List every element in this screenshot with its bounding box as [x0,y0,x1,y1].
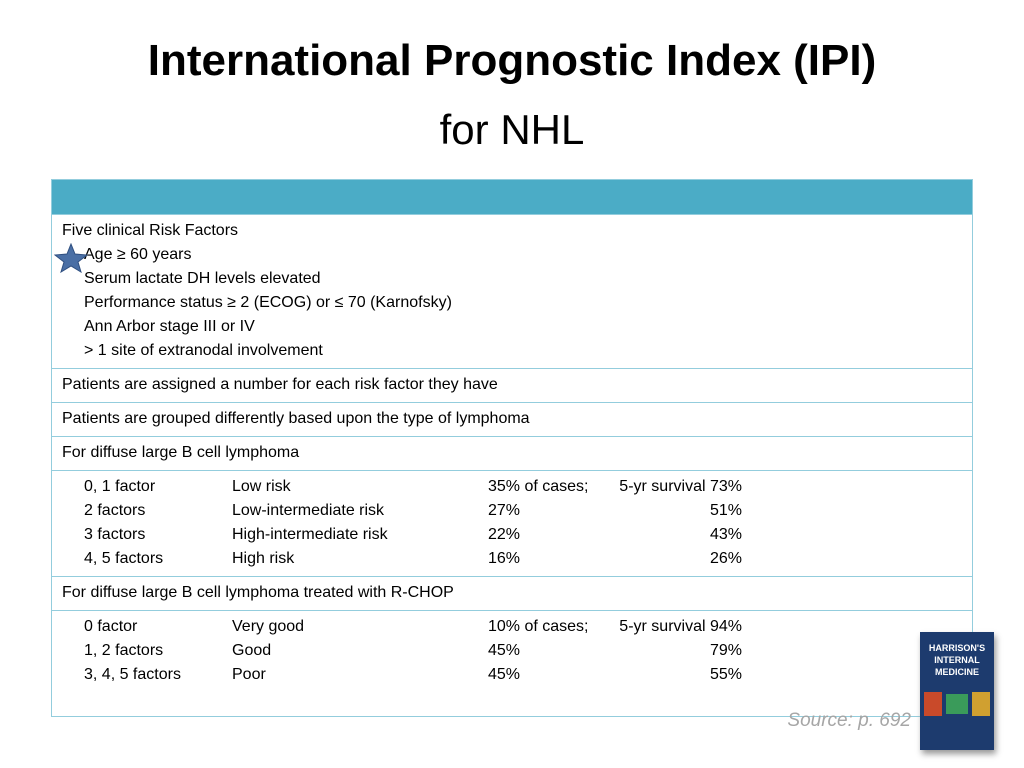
star-icon [54,243,88,273]
case-share: 16% [488,550,521,567]
risk-group: Very good [232,618,305,635]
risk-factor: Performance status ≥ 2 (ECOG) or ≤ 70 (K… [84,294,452,311]
case-share: 45% [488,666,521,683]
risk-group: Good [232,642,272,659]
book-cover: HARRISON'S INTERNAL MEDICINE [920,632,994,750]
source-note: Source: p. 692 [787,710,911,731]
risk-group: High risk [232,550,295,567]
row-heading: Five clinical Risk Factors [62,222,239,239]
survival: 26% [709,550,742,567]
table-row: Patients are assigned a number for each … [52,368,972,402]
factor-count: 0, 1 factor [84,478,156,495]
risk-factor: Ann Arbor stage III or IV [84,318,255,335]
table-header [52,180,972,214]
book-title-line: HARRISON'S [928,643,986,653]
survival: 79% [709,642,742,659]
case-share: 22% [488,526,521,543]
factor-count: 4, 5 factors [84,550,164,567]
survival: 43% [709,526,742,543]
risk-factor: Age ≥ 60 years [84,246,192,263]
row-heading: For diffuse large B cell lymphoma treate… [62,584,454,601]
case-share: 45% [488,642,521,659]
case-share: 10% of cases; [488,618,589,635]
risk-factor: > 1 site of extranodal involvement [84,342,323,359]
risk-group: Poor [232,666,266,683]
factor-count: 3 factors [84,526,146,543]
table-row: Patients are grouped differently based u… [52,402,972,436]
book-title-line: INTERNAL [934,655,980,665]
table-row: For diffuse large B cell lymphoma [52,436,972,470]
row-text: Patients are grouped differently based u… [62,410,530,427]
title: International Prognostic Index (IPI) [147,36,877,85]
case-share: 27% [488,502,521,519]
factor-count: 3, 4, 5 factors [84,666,181,683]
factor-count: 1, 2 factors [84,642,164,659]
survival: 5-yr survival 73% [619,478,742,495]
table: Five clinical Risk Factors Age ≥ 60 years… [51,179,973,717]
subtitle: for NHL [439,106,585,153]
case-share: 35% of cases; [488,478,589,495]
book-title-line: MEDICINE [934,667,979,677]
table-row: For diffuse large B cell lymphoma treate… [52,576,972,610]
risk-group: Low risk [232,478,291,495]
table-row: 0, 1 factor Low risk 35% of cases; 5-yr sur… [52,470,972,576]
table-row: 0 factor Very good 10% of cases; 5-yr survi… [52,610,972,716]
factor-count: 0 factor [84,618,138,635]
survival: 55% [709,666,742,683]
risk-factor: Serum lactate DH levels elevated [84,270,321,287]
row-heading: For diffuse large B cell lymphoma [62,444,300,461]
survival: 51% [709,502,742,519]
survival: 5-yr survival 94% [619,618,742,635]
risk-group: High-intermediate risk [232,526,388,543]
factor-count: 2 factors [84,502,146,519]
risk-group: Low-intermediate risk [232,502,385,519]
table-row: Five clinical Risk Factors Age ≥ 60 years… [52,214,972,368]
row-text: Patients are assigned a number for each … [62,376,498,393]
